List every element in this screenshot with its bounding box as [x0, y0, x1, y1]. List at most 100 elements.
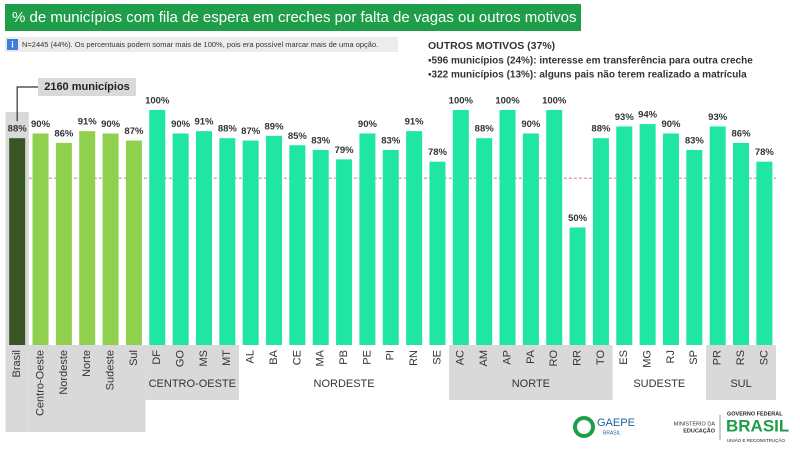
value-label: 86%	[732, 128, 752, 139]
bar	[616, 126, 633, 345]
mec-text: MINISTÉRIO DA	[674, 420, 716, 427]
bar	[32, 133, 49, 345]
x-tick-label: PE	[361, 350, 373, 365]
group-shade	[706, 345, 777, 400]
gaepe-sub: BRASIL	[603, 430, 621, 436]
outros-item: ▪596 municípios (24%): interesse em tran…	[428, 56, 753, 67]
value-label: 78%	[755, 147, 775, 158]
bar	[452, 110, 469, 345]
value-label: 88%	[8, 124, 28, 135]
x-tick-label: CE	[291, 350, 303, 365]
x-tick-label: PR	[712, 350, 724, 365]
value-label: 100%	[449, 96, 474, 107]
bar	[569, 227, 586, 345]
bar	[382, 149, 399, 345]
value-label: 87%	[241, 126, 261, 137]
x-tick-label: AM	[478, 350, 490, 367]
x-tick-label: RO	[548, 350, 560, 367]
bar	[102, 133, 119, 345]
value-label: 88%	[475, 124, 495, 135]
x-tick-label: RS	[735, 350, 747, 365]
x-tick-label: TO	[595, 350, 607, 366]
note-box	[5, 37, 398, 52]
x-tick-label: DF	[151, 350, 163, 365]
bar	[476, 138, 493, 345]
value-label: 87%	[124, 126, 144, 137]
bar	[149, 110, 166, 345]
value-label: 88%	[218, 124, 238, 135]
value-label: 91%	[405, 117, 425, 128]
x-tick-label: SE	[431, 350, 443, 365]
gov-text: GOVERNO FEDERAL	[727, 411, 783, 417]
value-label: 100%	[145, 96, 170, 107]
x-tick-label: Norte	[81, 350, 93, 377]
bar	[429, 161, 446, 345]
bar	[499, 110, 516, 345]
value-label: 83%	[685, 135, 705, 146]
value-label: 90%	[358, 119, 378, 130]
value-label: 90%	[171, 119, 191, 130]
outros-title: OUTROS MOTIVOS (37%)	[428, 40, 555, 52]
title-banner	[5, 4, 581, 31]
group-label: NORDESTE	[314, 378, 375, 390]
group-label: SUL	[730, 378, 751, 390]
x-tick-label: AL	[245, 350, 257, 363]
value-label: 83%	[311, 135, 331, 146]
info-icon-text: i	[11, 39, 14, 49]
value-label: 83%	[381, 135, 401, 146]
bar	[266, 135, 283, 345]
x-tick-label: MA	[315, 349, 327, 366]
note-text: N=2445 (44%). Os percentuais podem somar…	[22, 40, 378, 49]
chart-title: % de municípios com fila de espera em cr…	[12, 9, 576, 26]
bar	[336, 159, 353, 345]
bar	[219, 138, 236, 345]
value-label: 89%	[265, 121, 285, 132]
gaepe-logo	[573, 416, 595, 438]
bar	[639, 124, 656, 345]
x-tick-label: MG	[642, 350, 654, 368]
bar	[242, 140, 259, 345]
value-label: 86%	[54, 128, 74, 139]
x-tick-label: AC	[455, 350, 467, 365]
callout-arrow	[16, 86, 38, 122]
x-tick-label: PI	[385, 350, 397, 360]
region-shade	[28, 345, 146, 432]
bar	[289, 145, 306, 345]
value-label: 100%	[542, 96, 567, 107]
bar	[359, 133, 376, 345]
x-tick-label: RN	[408, 350, 420, 366]
bar	[9, 138, 26, 345]
bar	[406, 131, 423, 345]
x-tick-label: AP	[501, 350, 513, 365]
x-tick-label: Brasil	[11, 350, 23, 378]
x-tick-label: Nordeste	[58, 350, 70, 395]
brasil-logo: BRASIL	[726, 416, 789, 435]
x-tick-label: PB	[338, 350, 350, 365]
x-tick-label: PA	[525, 349, 537, 364]
x-tick-label: ES	[618, 350, 630, 365]
value-label: 85%	[288, 131, 308, 142]
outros-item: ▪322 municípios (13%): alguns pais não t…	[428, 70, 747, 81]
gaepe-text: GAEPE	[597, 417, 635, 429]
x-tick-label: MS	[198, 350, 210, 367]
callout-box	[38, 78, 136, 96]
group-label: SUDESTE	[633, 378, 685, 390]
bar	[756, 161, 773, 345]
x-tick-label: RJ	[665, 350, 677, 363]
x-tick-label: SC	[758, 350, 770, 365]
value-label: 79%	[335, 145, 355, 156]
x-tick-label: RR	[571, 350, 583, 366]
value-label: 50%	[568, 213, 588, 224]
bar	[522, 133, 539, 345]
mec-text: EDUCAÇÃO	[683, 427, 716, 434]
group-label: NORTE	[512, 378, 550, 390]
group-shade	[449, 345, 613, 400]
bar	[662, 133, 679, 345]
value-label: 90%	[661, 119, 681, 130]
value-label: 94%	[638, 110, 658, 121]
bar	[172, 133, 189, 345]
bar	[546, 110, 563, 345]
bar	[195, 131, 212, 345]
